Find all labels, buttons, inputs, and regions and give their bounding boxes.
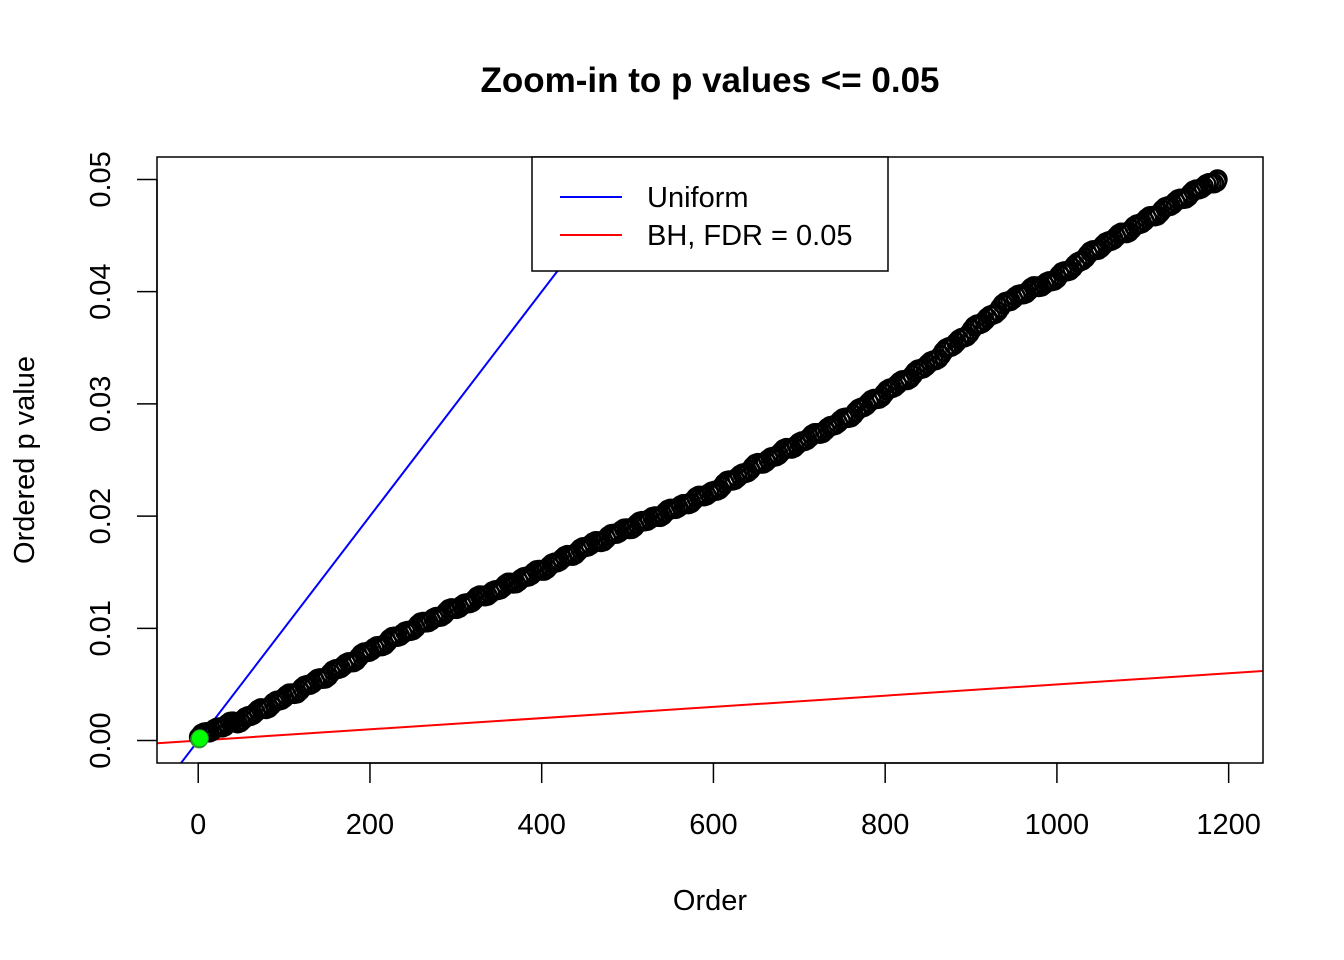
x-tick-label: 0 [190, 809, 206, 841]
legend-box [531, 156, 889, 272]
y-tick-label: 0.03 [85, 376, 117, 432]
x-tick-label: 1000 [1025, 809, 1090, 841]
y-axis-label: Ordered p value [9, 356, 41, 564]
reference-line-bh-fdr-0-05 [157, 669, 1263, 745]
x-tick-label: 200 [346, 809, 394, 841]
reference-line-uniform [179, 157, 646, 763]
legend-label: BH, FDR = 0.05 [647, 220, 853, 252]
y-tick-label: 0.02 [85, 488, 117, 544]
x-tick-label: 600 [689, 809, 737, 841]
y-tick-label: 0.00 [85, 712, 117, 768]
plot-area [157, 157, 1263, 763]
legend: Uniform BH, FDR = 0.05 [531, 156, 889, 272]
legend-label: Uniform [647, 182, 749, 214]
series-ordered-p-values [188, 169, 1228, 748]
highlighted-point [190, 729, 209, 748]
chart-title: Zoom-in to p values <= 0.05 [480, 61, 939, 100]
data-point [1207, 169, 1228, 190]
x-tick-label: 1200 [1196, 809, 1261, 841]
y-tick-label: 0.01 [85, 600, 117, 656]
x-tick-label: 400 [518, 809, 566, 841]
x-axis-label: Order [673, 885, 747, 917]
axes: 0 200 400 600 800 1000 1200 0.00 0.01 0.02 0.03 0.0… [85, 151, 1264, 841]
y-tick-label: 0.04 [85, 263, 117, 319]
x-tick-label: 800 [861, 809, 909, 841]
y-tick-label: 0.05 [85, 151, 117, 207]
